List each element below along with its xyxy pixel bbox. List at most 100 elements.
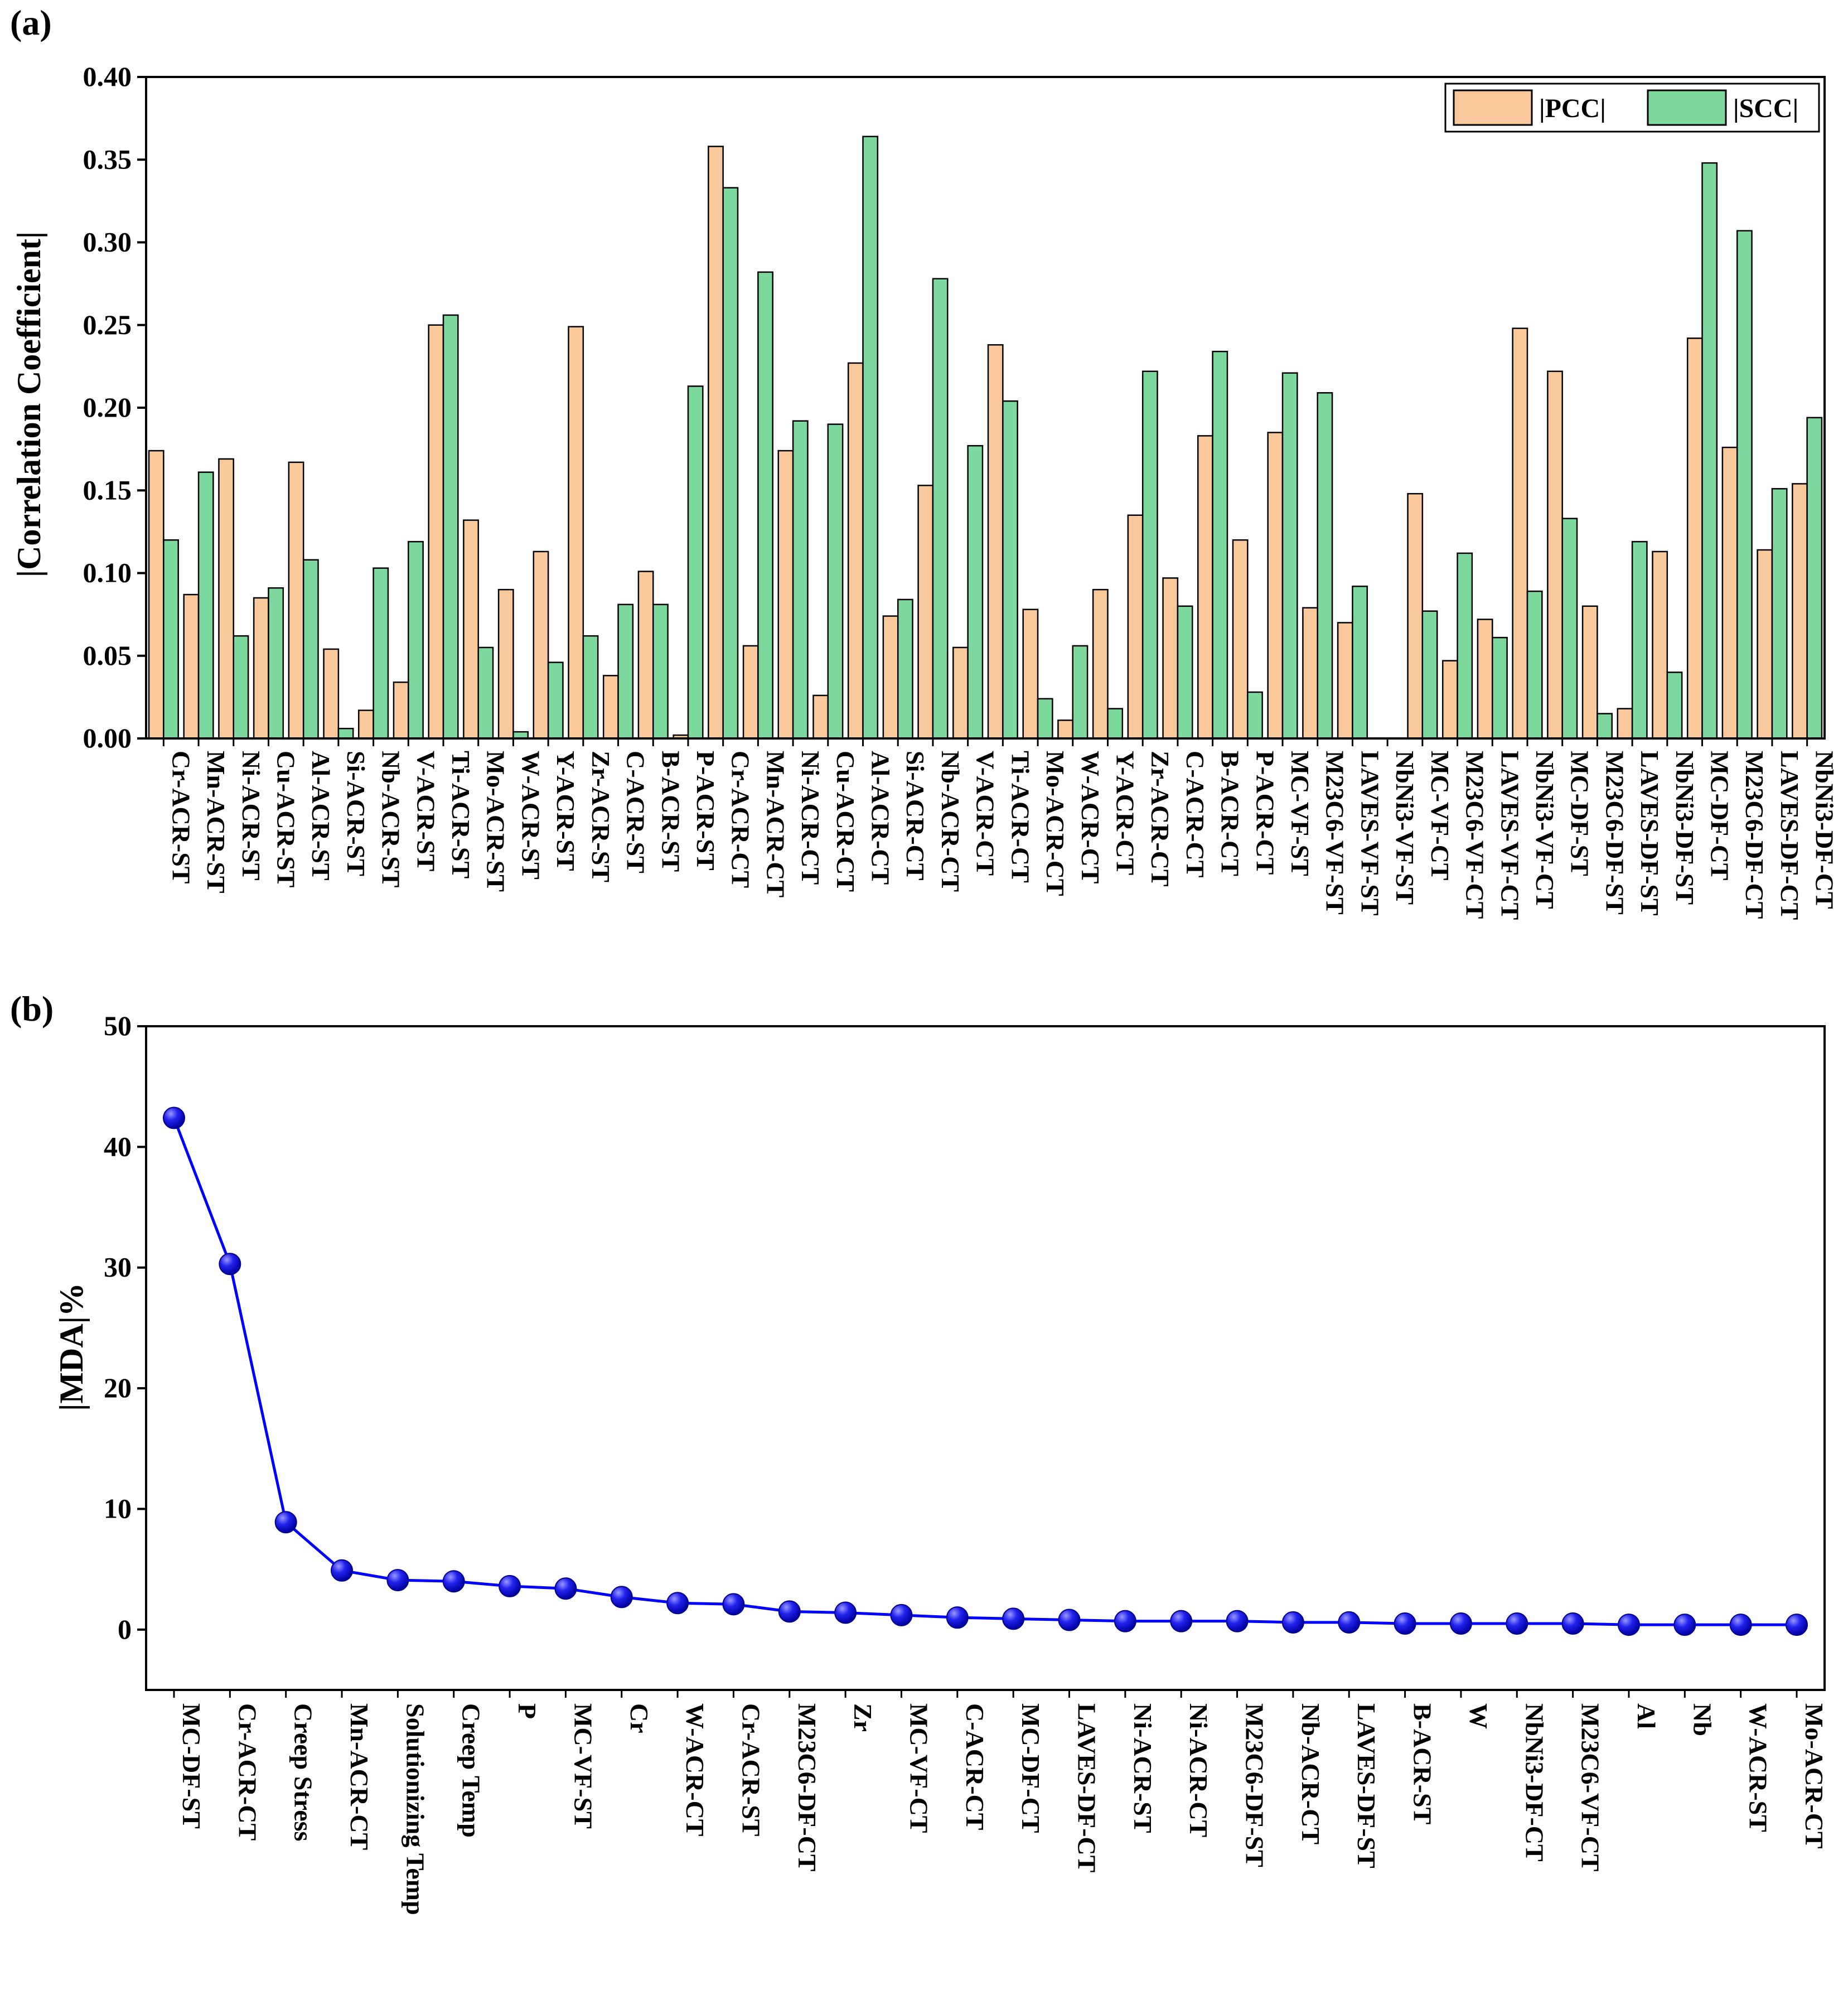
y-tick-label: 50 <box>104 1010 132 1041</box>
x-tick-label: M23C6-VF-ST <box>1321 751 1349 915</box>
bar-scc-cu-acr-st <box>268 587 284 740</box>
bar-pcc-ti-acr-st <box>428 324 444 740</box>
mda-point-al <box>1617 1614 1640 1636</box>
mda-point-mc-vf-st <box>554 1577 577 1600</box>
x-tick-label: Solutionizing Temp <box>401 1703 429 1915</box>
bar-pcc-si-acr-ct <box>882 615 899 740</box>
y-tick-label: 30 <box>104 1252 132 1283</box>
x-tick-label: Al <box>1632 1703 1661 1729</box>
x-tick-label: V-ACR-CT <box>971 751 1000 876</box>
mda-point-ni-acr-st <box>1114 1610 1136 1632</box>
mda-point-m23c6-df-ct <box>778 1600 801 1623</box>
y-tick-label: 0.05 <box>83 640 132 671</box>
x-tick-label: MC-DF-CT <box>1017 1703 1045 1833</box>
bar-pcc-m23c6-df-ct <box>1721 446 1738 740</box>
panel-a-x-tick-labels: Cr-ACR-ST Mn-ACR-ST Ni-ACR-ST Cu-ACR-ST Al-A… <box>167 751 1839 920</box>
bar-scc-si-acr-st <box>337 727 354 740</box>
x-tick-label: LAVES-VF-ST <box>1356 751 1384 916</box>
bar-pcc-al-acr-st <box>288 461 304 740</box>
mda-point-laves-df-st <box>1338 1611 1361 1634</box>
panel-b-y-axis-label: |MDA|% <box>53 1283 90 1411</box>
panel-b-line-chart: (b) |MDA|% 0 10 20 30 40 50 MC-DF-ST Cr-ACR-CT… <box>10 989 1828 1915</box>
bar-scc-nb-acr-st <box>372 567 389 740</box>
y-tick-label: 0 <box>118 1614 132 1645</box>
x-tick-label: NbNi3-DF-CT <box>1520 1703 1549 1862</box>
x-tick-label: Y-ACR-CT <box>1111 751 1139 875</box>
mda-point-mc-df-ct <box>1002 1607 1025 1630</box>
bar-pcc-ti-acr-ct <box>987 344 1004 740</box>
bar-pcc-y-acr-ct <box>1092 588 1109 740</box>
bar-pcc-mo-acr-st <box>463 519 479 740</box>
bar-pcc-mc-df-ct <box>1686 337 1703 740</box>
mda-point-cr-acr-st <box>722 1593 745 1616</box>
mda-point-creep-stress <box>274 1511 297 1534</box>
x-tick-label: LAVES-DF-CT <box>1776 751 1804 920</box>
x-tick-label: Nb-ACR-CT <box>1296 1703 1325 1844</box>
x-tick-label: Zr <box>849 1703 877 1732</box>
mda-point-w <box>1449 1612 1472 1635</box>
bar-pcc-p-acr-ct <box>1232 539 1249 740</box>
x-tick-label: C-ACR-CT <box>961 1703 989 1830</box>
x-tick-label: W-ACR-ST <box>516 751 545 880</box>
bar-pcc-zr-acr-st <box>568 326 584 740</box>
bar-pcc-mo-acr-ct <box>1022 608 1039 740</box>
x-tick-label: LAVES-DF-ST <box>1636 751 1664 916</box>
panel-a-plot-frame <box>145 76 1826 740</box>
bar-pcc-m23c6-df-st <box>1581 605 1598 740</box>
bar-pcc-laves-df-st <box>1617 708 1633 740</box>
bar-pcc-al-acr-ct <box>847 362 864 740</box>
bar-pcc-m23c6-vf-st <box>1302 607 1318 740</box>
mda-point-m23c6-vf-ct <box>1561 1612 1584 1635</box>
legend-label-scc: |SCC| <box>1733 94 1798 123</box>
x-tick-label: LAVES-DF-CT <box>1073 1703 1101 1872</box>
x-tick-label: W-ACR-ST <box>1744 1703 1773 1832</box>
bar-pcc-c-acr-ct <box>1162 577 1179 740</box>
x-tick-label: B-ACR-ST <box>1409 1703 1437 1824</box>
panel-a-bar-chart: (a) |Correlation Coefficient| 0.000.050.… <box>10 3 1839 920</box>
bar-pcc-nb-acr-st <box>358 709 374 740</box>
bar-scc-si-acr-ct <box>897 598 913 740</box>
x-tick-label: Ni-ACR-CT <box>796 751 825 885</box>
bar-scc-mc-vf-st <box>1281 372 1298 740</box>
bar-scc-ni-acr-st <box>233 635 249 740</box>
bar-scc-m23c6-df-st <box>1597 713 1613 740</box>
x-tick-label: Cr-ACR-CT <box>727 751 755 888</box>
bar-pcc-w-acr-st <box>497 588 514 740</box>
bar-scc-laves-df-ct <box>1771 488 1788 740</box>
panel-a-label: (a) <box>10 3 52 42</box>
x-tick-label: Zr-ACR-ST <box>587 751 615 882</box>
bar-scc-y-acr-st <box>547 661 564 740</box>
x-tick-label: Nb <box>1688 1703 1716 1736</box>
y-tick-label: 20 <box>104 1372 132 1403</box>
panel-a-y-axis-label: |Correlation Coefficient| <box>11 231 47 577</box>
bar-pcc-v-acr-st <box>393 681 409 740</box>
mda-point-b-acr-st <box>1394 1612 1416 1635</box>
mda-point-laves-df-ct <box>1058 1609 1081 1631</box>
x-tick-label: MC-VF-CT <box>904 1703 933 1833</box>
bar-scc-nb-acr-ct <box>932 278 949 740</box>
bar-scc-cu-acr-ct <box>827 423 844 740</box>
bar-scc-nbni3-df-st <box>1666 672 1683 740</box>
bar-scc-ti-acr-ct <box>1002 400 1018 740</box>
x-tick-label: Creep Temp <box>457 1703 486 1838</box>
bar-scc-w-acr-ct <box>1072 645 1089 740</box>
x-tick-label: C-ACR-ST <box>622 751 650 873</box>
bar-pcc-nb-acr-ct <box>917 485 934 740</box>
mda-point-m23c6-df-st <box>1226 1610 1249 1632</box>
legend-swatch-pcc <box>1453 89 1533 126</box>
bar-pcc-c-acr-st <box>602 675 619 740</box>
panel-b-label: (b) <box>10 989 54 1028</box>
bar-pcc-zr-acr-ct <box>1127 514 1144 740</box>
x-tick-label: Mn-ACR-CT <box>345 1703 374 1850</box>
x-tick-label: MC-DF-ST <box>177 1703 206 1829</box>
x-tick-label: M23C6-DF-CT <box>1740 751 1769 919</box>
bar-pcc-ni-acr-ct <box>777 450 794 740</box>
y-tick-label: 0.10 <box>83 557 132 588</box>
mda-point-w-acr-ct <box>666 1592 689 1615</box>
x-tick-label: M23C6-VF-CT <box>1576 1703 1605 1872</box>
x-tick-label: Mo-ACR-CT <box>1041 751 1070 896</box>
bar-pcc-mc-vf-st <box>1267 432 1284 740</box>
x-tick-label: MC-VF-CT <box>1426 751 1454 881</box>
x-tick-label: Mo-ACR-CT <box>1800 1703 1828 1849</box>
